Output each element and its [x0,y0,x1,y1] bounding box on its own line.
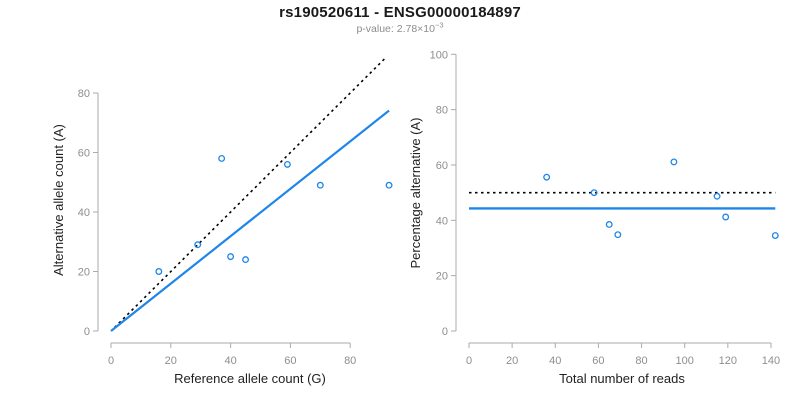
pvalue-text: p-value: 2.78×10 [356,23,435,35]
data-point [155,268,163,275]
right-scatter-plot: 0 20 40 60 80 100 0 20 40 60 80 100 120 140 Total numb… [408,49,780,386]
x-tick-label: 40 [224,355,236,367]
x-axis-label: Total number of reads [559,371,685,386]
figure-title: rs190520611 - ENSG00000184897 [279,4,521,21]
x-tick-label: 60 [592,355,604,367]
x-axis-label: Reference allele count (G) [174,371,326,386]
data-point [194,241,202,249]
x-tick-label: 0 [108,355,114,367]
data-point [316,181,324,189]
x-tick-label: 140 [762,355,780,367]
data-point [242,256,249,264]
figure-subtitle: p-value: 2.78×10−3 [0,20,800,35]
x-tick-label: 40 [549,355,561,367]
y-axis-label: Percentage alternative (A) [408,117,423,268]
data-point [670,158,678,166]
y-tick-label: 60 [78,148,90,160]
y-tick-label: 40 [436,215,448,227]
data-point [722,213,730,221]
data-point [713,192,721,200]
data-point [283,160,291,168]
y-tick-label: 100 [430,49,448,61]
y-tick-label: 0 [442,326,448,338]
y-tick-label: 60 [436,160,448,172]
y-tick-label: 0 [84,326,90,338]
y-tick-label: 40 [78,207,90,219]
x-tick-label: 20 [165,355,177,367]
left-scatter-plot: 0 20 40 60 80 0 20 40 60 80 Reference allele count… [51,58,393,386]
x-tick-label: 100 [676,355,694,367]
identity-line [114,58,386,328]
y-tick-label: 80 [78,88,90,100]
y-tick-label: 80 [436,105,448,117]
y-tick-label: 20 [78,267,90,279]
y-axis-label: Alternative allele count (A) [51,124,66,276]
data-point [227,253,235,261]
data-point [543,173,551,181]
x-tick-label: 0 [466,355,472,367]
x-tick-label: 80 [635,355,647,367]
data-point [385,181,393,189]
data-point [218,154,226,162]
x-tick-label: 120 [719,355,737,367]
data-point [605,221,613,228]
fit-line [110,109,390,332]
data-point [771,232,779,239]
x-tick-label: 60 [284,355,296,367]
y-tick-label: 20 [436,271,448,283]
data-point [590,189,598,197]
data-point [614,231,622,239]
x-tick-label: 20 [506,355,518,367]
pvalue-exponent: −3 [434,20,444,30]
x-tick-label: 80 [344,355,356,367]
